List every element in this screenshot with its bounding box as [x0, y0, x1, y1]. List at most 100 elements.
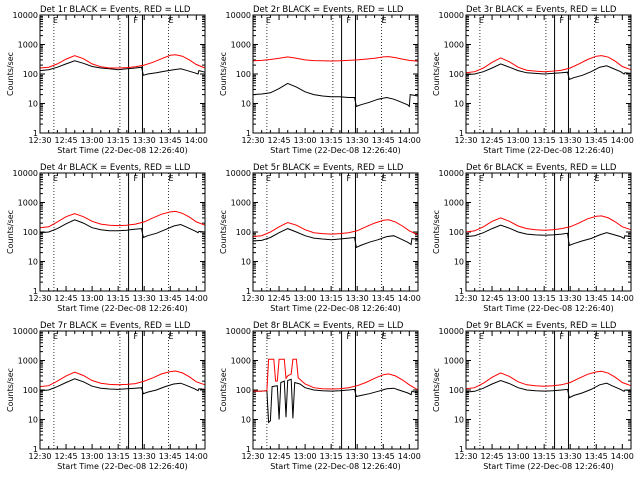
marker-letter: E [595, 332, 600, 341]
panel-title: Det 1r BLACK = Events, RED = LLD [40, 5, 191, 15]
y-tick-label: 1 [33, 129, 38, 138]
panel-title: Det 2r BLACK = Events, RED = LLD [253, 5, 404, 15]
panel-det-9r: Det 9r BLACK = Events, RED = LLD 1 10 100 10… [432, 321, 634, 471]
y-tick-label: 10 [28, 100, 38, 109]
x-tick-label: 12:30 [241, 136, 264, 145]
plot-frame [39, 14, 206, 134]
y-tick-label: 1000 [18, 357, 38, 366]
x-tick-label: 12:45 [481, 136, 504, 145]
marker-letter: E [266, 16, 271, 25]
y-axis-label: Counts/sec [219, 368, 228, 412]
marker-letter: F [559, 16, 564, 25]
x-tick-label: 13:30 [346, 136, 369, 145]
x-tick-label: 13:45 [585, 294, 608, 303]
x-tick-label: 14:00 [398, 136, 421, 145]
x-tick-label: 12:30 [454, 294, 477, 303]
y-tick-label: 10 [28, 258, 38, 267]
x-tick-label: 12:45 [481, 452, 504, 461]
lld-series-line [39, 210, 206, 229]
y-tick-label: 1 [459, 129, 464, 138]
events-series-line [465, 379, 632, 399]
y-tick-label: 1 [459, 287, 464, 296]
panel-det-6r: Det 6r BLACK = Events, RED = LLD 1 10 100 10… [432, 163, 634, 313]
marker-letter: E [266, 174, 271, 183]
y-tick-label: 100 [236, 386, 251, 395]
x-tick-label: 13:30 [133, 136, 156, 145]
events-series-line [465, 63, 632, 81]
y-tick-label: 10 [241, 100, 251, 109]
events-series-line [39, 378, 206, 395]
marker-letter: E [53, 174, 58, 183]
x-tick-label: 13:45 [159, 136, 182, 145]
events-series-line [39, 219, 206, 239]
marker-letter: E [595, 16, 600, 25]
x-tick-label: 13:15 [533, 452, 556, 461]
marker-letter: F [346, 16, 351, 25]
marker-letter: F [559, 174, 564, 183]
x-tick-label: 13:00 [294, 294, 317, 303]
y-tick-label: 10 [454, 258, 464, 267]
marker-letter: E [169, 174, 174, 183]
x-tick-label: 12:30 [454, 136, 477, 145]
panel-det-4r: Det 4r BLACK = Events, RED = LLD 1 10 100 10… [6, 163, 208, 313]
x-tick-label: 13:15 [533, 136, 556, 145]
y-axis-label: Counts/sec [6, 368, 15, 412]
marker-letter: E [479, 174, 484, 183]
lld-series-line [39, 370, 206, 388]
x-tick-label: 12:45 [481, 294, 504, 303]
plot-frame [252, 172, 419, 292]
panel-det-2r: Det 2r BLACK = Events, RED = LLD 1 10 100 10… [219, 5, 421, 155]
x-tick-label: 13:30 [133, 294, 156, 303]
x-tick-label: 13:00 [294, 452, 317, 461]
events-series-line [465, 224, 632, 247]
y-tick-label: 10000 [226, 327, 251, 336]
panel-title: Det 9r BLACK = Events, RED = LLD [466, 321, 617, 331]
y-tick-label: 10000 [226, 169, 251, 178]
x-tick-label: 14:00 [398, 294, 421, 303]
x-axis-label: Start Time (22-Dec-08 12:26:40) [483, 304, 614, 313]
events-series-line [39, 60, 206, 76]
y-axis-label: Counts/sec [432, 368, 441, 412]
x-axis-label: Start Time (22-Dec-08 12:26:40) [270, 146, 401, 155]
x-tick-label: 12:30 [28, 294, 51, 303]
y-tick-label: 10000 [13, 169, 38, 178]
y-tick-label: 1000 [231, 357, 251, 366]
y-axis-label: Counts/sec [6, 210, 15, 254]
marker-letter: E [479, 332, 484, 341]
panel-det-7r: Det 7r BLACK = Events, RED = LLD 1 10 100 10… [6, 321, 208, 471]
y-tick-label: 10000 [13, 11, 38, 20]
y-tick-label: 100 [449, 70, 464, 79]
events-series-line [252, 82, 419, 108]
y-tick-label: 100 [449, 228, 464, 237]
marker-letter: F [559, 332, 564, 341]
y-tick-label: 100 [449, 386, 464, 395]
x-tick-label: 12:30 [28, 136, 51, 145]
marker-letter: E [382, 174, 387, 183]
y-tick-label: 10000 [226, 11, 251, 20]
x-tick-label: 13:00 [507, 294, 530, 303]
x-tick-label: 13:45 [159, 452, 182, 461]
x-tick-label: 14:00 [398, 452, 421, 461]
y-tick-label: 1 [33, 287, 38, 296]
x-tick-label: 13:15 [107, 136, 130, 145]
marker-letter: E [382, 332, 387, 341]
x-axis-label: Start Time (22-Dec-08 12:26:40) [270, 304, 401, 313]
x-tick-label: 13:30 [133, 452, 156, 461]
y-tick-label: 100 [236, 228, 251, 237]
y-tick-label: 1 [459, 445, 464, 454]
panel-det-3r: Det 3r BLACK = Events, RED = LLD 1 10 100 10… [432, 5, 634, 155]
y-tick-label: 1 [246, 129, 251, 138]
y-tick-label: 10000 [13, 327, 38, 336]
x-tick-label: 13:15 [320, 452, 343, 461]
x-tick-label: 13:00 [81, 136, 104, 145]
x-tick-label: 13:15 [533, 294, 556, 303]
x-tick-label: 13:45 [585, 136, 608, 145]
x-axis-label: Start Time (22-Dec-08 12:26:40) [57, 462, 188, 471]
panel-det-1r: Det 1r BLACK = Events, RED = LLD 1 10 100 10… [6, 5, 208, 155]
lld-series-line [39, 54, 206, 69]
panel-title: Det 5r BLACK = Events, RED = LLD [253, 163, 404, 173]
x-tick-label: 14:00 [185, 452, 208, 461]
y-tick-label: 1000 [231, 41, 251, 50]
plot-frame [465, 14, 632, 134]
